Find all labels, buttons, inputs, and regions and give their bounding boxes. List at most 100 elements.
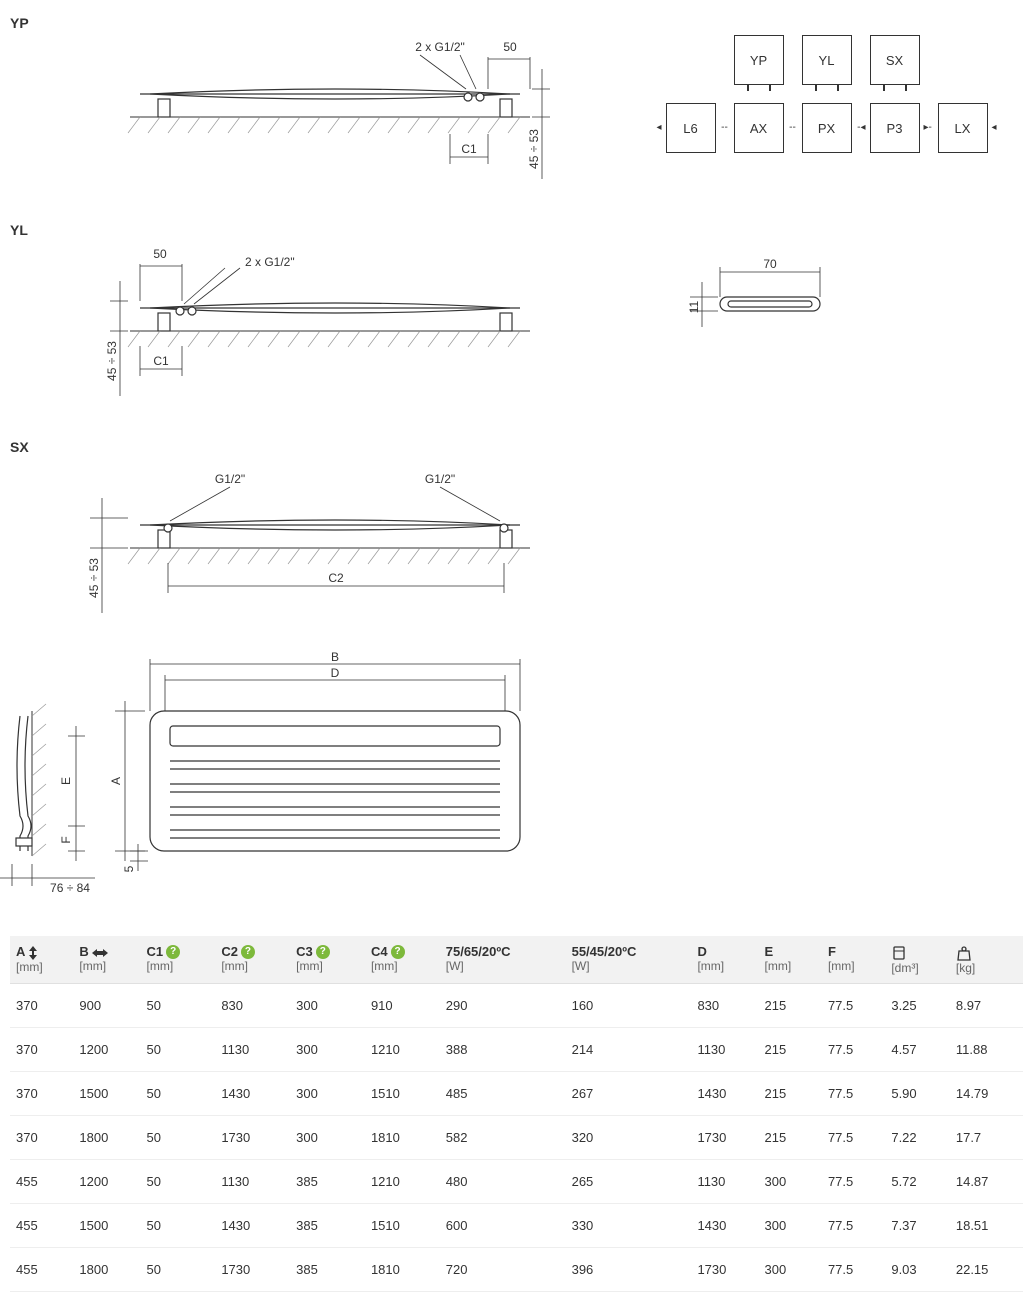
help-icon[interactable]: ? xyxy=(316,945,330,959)
front-view-diagram: 76 ÷ 84 E F B D A xyxy=(10,656,550,906)
svg-text:B: B xyxy=(331,650,339,664)
col-header: C1 ?[mm] xyxy=(141,936,216,983)
table-cell: 1800 xyxy=(73,1247,140,1291)
table-row: 45518005017303851810720396173030077.59.0… xyxy=(10,1247,1023,1291)
table-row: 45512005011303851210480265113030077.55.7… xyxy=(10,1159,1023,1203)
table-cell: 160 xyxy=(566,983,692,1027)
table-cell: 300 xyxy=(759,1247,822,1291)
table-cell: 11.88 xyxy=(950,1027,1023,1071)
table-cell: 7.22 xyxy=(885,1115,950,1159)
yp-section: YP 2 x G1/2" 50 xyxy=(10,15,1023,192)
table-cell: 1200 xyxy=(73,1027,140,1071)
table-cell: 900 xyxy=(73,983,140,1027)
table-cell: 300 xyxy=(290,1071,365,1115)
svg-text:50: 50 xyxy=(153,247,167,261)
table-cell: 8.97 xyxy=(950,983,1023,1027)
svg-text:D: D xyxy=(331,666,340,680)
table-cell: 370 xyxy=(10,1071,73,1115)
table-cell: 370 xyxy=(10,1027,73,1071)
table-row: 37012005011303001210388214113021577.54.5… xyxy=(10,1027,1023,1071)
table-cell: 485 xyxy=(440,1071,566,1115)
table-cell: 1130 xyxy=(691,1027,758,1071)
svg-text:F: F xyxy=(59,836,73,843)
table-cell: 265 xyxy=(566,1159,692,1203)
table-cell: 18.51 xyxy=(950,1203,1023,1247)
table-cell: 1800 xyxy=(73,1115,140,1159)
help-icon[interactable]: ? xyxy=(241,945,255,959)
svg-text:5: 5 xyxy=(122,865,136,872)
sx-label: SX xyxy=(10,439,1023,455)
table-cell: 370 xyxy=(10,1115,73,1159)
col-header: 55/45/20ºC[W] xyxy=(566,936,692,983)
table-cell: 830 xyxy=(691,983,758,1027)
svg-text:2 x G1/2": 2 x G1/2" xyxy=(245,255,295,269)
svg-text:70: 70 xyxy=(763,257,777,271)
table-cell: 1510 xyxy=(365,1071,440,1115)
col-header: [kg] xyxy=(950,936,1023,983)
table-cell: 1810 xyxy=(365,1115,440,1159)
table-row: 3709005083030091029016083021577.53.258.9… xyxy=(10,983,1023,1027)
col-header: C2 ?[mm] xyxy=(215,936,290,983)
help-icon[interactable]: ? xyxy=(166,945,180,959)
sx-diagram: G1/2" G1/2" C2 xyxy=(10,463,550,623)
help-icon[interactable]: ? xyxy=(391,945,405,959)
table-cell: 1430 xyxy=(215,1203,290,1247)
table-cell: 215 xyxy=(759,983,822,1027)
table-cell: 910 xyxy=(365,983,440,1027)
table-cell: 300 xyxy=(759,1159,822,1203)
sx-section: SX G1/2" G1/2" C2 xyxy=(10,439,1023,626)
svg-text:C1: C1 xyxy=(461,142,477,156)
col-header: F[mm] xyxy=(822,936,885,983)
table-cell: 1130 xyxy=(215,1159,290,1203)
table-cell: 1430 xyxy=(691,1203,758,1247)
table-cell: 50 xyxy=(141,1203,216,1247)
front-view-section: 76 ÷ 84 E F B D A xyxy=(10,656,1023,906)
col-header: C4 ?[mm] xyxy=(365,936,440,983)
table-cell: 17.7 xyxy=(950,1115,1023,1159)
table-cell: 1500 xyxy=(73,1203,140,1247)
yl-section: YL 50 2 x G1/2" xyxy=(10,222,1023,409)
config-boxes: YPYLSX L6◂-AX--PX--P3◂▸LX-◂ xyxy=(550,15,1023,153)
table-cell: 77.5 xyxy=(822,1247,885,1291)
col-header: [dm³] xyxy=(885,936,950,983)
table-cell: 300 xyxy=(290,1115,365,1159)
col-header: B [mm] xyxy=(73,936,140,983)
table-cell: 720 xyxy=(440,1247,566,1291)
config-box-ax: AX-- xyxy=(734,103,784,153)
table-cell: 455 xyxy=(10,1203,73,1247)
config-box-yl: YL xyxy=(802,35,852,85)
col-header: C3 ?[mm] xyxy=(290,936,365,983)
volume-icon xyxy=(891,944,907,961)
table-cell: 215 xyxy=(759,1027,822,1071)
svg-text:45 ÷ 53: 45 ÷ 53 xyxy=(527,129,541,169)
svg-text:C1: C1 xyxy=(153,354,169,368)
table-cell: 14.79 xyxy=(950,1071,1023,1115)
svg-text:C2: C2 xyxy=(328,571,344,585)
table-cell: 370 xyxy=(10,983,73,1027)
config-box-sx: SX xyxy=(870,35,920,85)
svg-text:45 ÷ 53: 45 ÷ 53 xyxy=(105,341,119,381)
table-cell: 582 xyxy=(440,1115,566,1159)
table-cell: 1210 xyxy=(365,1027,440,1071)
table-cell: 14.87 xyxy=(950,1159,1023,1203)
col-header: D[mm] xyxy=(691,936,758,983)
table-row: 37015005014303001510485267143021577.55.9… xyxy=(10,1071,1023,1115)
yp-label: YP xyxy=(10,15,550,31)
table-cell: 385 xyxy=(290,1203,365,1247)
table-cell: 77.5 xyxy=(822,1159,885,1203)
table-cell: 4.57 xyxy=(885,1027,950,1071)
table-cell: 1200 xyxy=(73,1159,140,1203)
table-row: 37018005017303001810582320173021577.57.2… xyxy=(10,1115,1023,1159)
yl-diagram: 50 2 x G1/2" xyxy=(10,246,550,406)
table-cell: 77.5 xyxy=(822,983,885,1027)
table-cell: 5.90 xyxy=(885,1071,950,1115)
table-cell: 215 xyxy=(759,1071,822,1115)
leftright-icon xyxy=(92,944,108,959)
table-cell: 22.15 xyxy=(950,1247,1023,1291)
yl-label: YL xyxy=(10,222,550,238)
table-cell: 1730 xyxy=(691,1247,758,1291)
table-cell: 396 xyxy=(566,1247,692,1291)
col-header: E[mm] xyxy=(759,936,822,983)
table-cell: 455 xyxy=(10,1247,73,1291)
svg-text:G1/2": G1/2" xyxy=(425,472,455,486)
